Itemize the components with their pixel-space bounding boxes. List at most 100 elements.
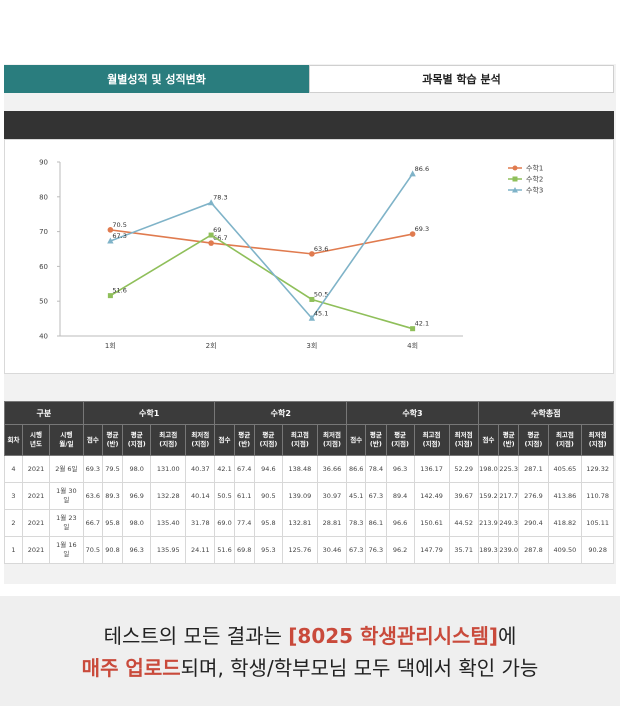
table-cell: 95.8 xyxy=(253,509,283,537)
table-cell: 96.6 xyxy=(385,509,415,537)
tab-monthly-scores[interactable]: 월별성적 및 성적변화 xyxy=(4,65,309,93)
table-cell: 67.3 xyxy=(365,482,387,510)
table-cell: 42.1 xyxy=(214,455,235,483)
legend-label: 수학2 xyxy=(526,175,543,184)
legend-label: 수학1 xyxy=(526,164,543,173)
caption-line1-start: 테스트의 모든 결과는 xyxy=(103,624,289,648)
column-header: 점수 xyxy=(346,424,367,456)
table-cell: 2 xyxy=(4,509,23,537)
data-label: 69.3 xyxy=(415,225,429,233)
table-cell: 96.9 xyxy=(122,482,152,510)
data-label: 63.6 xyxy=(314,245,328,253)
chart-svg: 90 80 70 60 50 40 1회 2회 3회 4회 70.5 66.7 63.6 69.3 수학1 5… xyxy=(39,159,543,351)
table-cell: 69.3 xyxy=(82,455,103,483)
table-cell: 136.17 xyxy=(413,455,450,483)
table-cell: 39.67 xyxy=(448,482,479,510)
column-header: 최저점 (지점) xyxy=(316,424,348,456)
table-cell: 159.2 xyxy=(477,482,500,510)
table-cell: 135.40 xyxy=(150,509,187,537)
tab-subject-analysis[interactable]: 과목별 학습 분석 xyxy=(309,65,614,93)
table-cell: 98.0 xyxy=(122,509,152,537)
tab-bar: 월별성적 및 성적변화 과목별 학습 분석 xyxy=(4,65,614,93)
column-header: 평균 (지점) xyxy=(253,424,283,456)
column-header: 최저점 (지점) xyxy=(185,424,216,456)
table-cell: 110.78 xyxy=(581,482,614,510)
table-cell: 30.46 xyxy=(316,536,348,564)
table-cell: 89.4 xyxy=(385,482,415,510)
x-tick-label: 1회 xyxy=(105,342,116,350)
table-row: 1 2021 1월 16 일 70.5 90.8 96.3 135.95 24.11 51.6 69… xyxy=(4,536,614,564)
table-cell: 4 xyxy=(4,455,23,483)
y-tick-label: 80 xyxy=(39,193,48,201)
table-cell: 63.6 xyxy=(82,482,103,510)
data-point xyxy=(208,232,214,238)
table-cell: 409.50 xyxy=(547,536,583,564)
legend-marker xyxy=(512,176,518,182)
column-header: 평균 (지점) xyxy=(385,424,415,456)
table-cell: 52.29 xyxy=(448,455,479,483)
table-cell: 105.11 xyxy=(581,509,614,537)
data-label: 70.5 xyxy=(112,221,126,229)
table-cell: 135.95 xyxy=(150,536,187,564)
table-cell: 50.5 xyxy=(214,482,235,510)
column-header: 회차 xyxy=(4,424,23,456)
score-table: 구분 수학1 수학2 수학3 수학총점 회차 시행 년도 시행 월/일 점수 평균 (반) 평균 (지점… xyxy=(4,401,615,564)
table-cell: 129.32 xyxy=(581,455,614,483)
table-cell: 189.3 xyxy=(477,536,500,564)
x-tick-label: 2회 xyxy=(206,342,217,350)
group-header-category: 구분 xyxy=(4,401,84,425)
table-cell: 95.8 xyxy=(101,509,124,537)
column-header: 시행 년도 xyxy=(22,424,50,456)
data-point xyxy=(308,314,316,321)
series-line-3 xyxy=(110,173,414,320)
data-label: 78.3 xyxy=(213,194,227,202)
table-cell: 290.4 xyxy=(518,509,549,537)
column-header: 최고점 (지점) xyxy=(150,424,187,456)
group-header: 수학2 xyxy=(214,401,348,425)
score-line-chart: 90 80 70 60 50 40 1회 2회 3회 4회 70.5 66.7 63.6 69.3 수학1 5… xyxy=(4,139,614,374)
table-cell: 405.65 xyxy=(547,455,583,483)
data-label: 51.6 xyxy=(112,287,126,295)
table-cell: 287.8 xyxy=(518,536,549,564)
column-header: 최저점 (지점) xyxy=(448,424,479,456)
table-cell: 1 xyxy=(4,536,23,564)
table-cell: 1월 16 일 xyxy=(49,536,84,564)
series-line-2 xyxy=(109,234,413,330)
data-point xyxy=(309,296,315,302)
table-cell: 95.3 xyxy=(253,536,283,564)
table-cell: 2021 xyxy=(22,455,50,483)
table-cell: 225.3 xyxy=(498,455,520,483)
column-header: 최저점 (지점) xyxy=(581,424,614,456)
table-cell: 24.11 xyxy=(185,536,216,564)
caption-weekly-upload: 매주 업로드 xyxy=(81,656,181,680)
table-cell: 66.7 xyxy=(82,509,103,537)
y-tick-label: 70 xyxy=(39,228,48,236)
table-cell: 139.09 xyxy=(281,482,318,510)
table-row: 4 2021 2월 6일 69.3 79.5 98.0 131.00 40.37 42.1 67.… xyxy=(4,455,614,483)
table-cell: 276.9 xyxy=(518,482,549,510)
table-cell: 45.1 xyxy=(346,482,367,510)
table-cell: 147.79 xyxy=(413,536,450,564)
table-cell: 28.81 xyxy=(316,509,348,537)
table-cell: 90.5 xyxy=(253,482,283,510)
y-tick-label: 40 xyxy=(39,333,48,341)
y-tick-label: 60 xyxy=(39,263,48,271)
caption-text: 테스트의 모든 결과는 [8025 학생관리시스템]에 매주 업로드되며, 학생… xyxy=(0,620,620,684)
column-header: 최고점 (지점) xyxy=(413,424,450,456)
table-cell: 1월 23 일 xyxy=(49,509,84,537)
column-header: 점수 xyxy=(82,424,103,456)
table-cell: 86.6 xyxy=(346,455,367,483)
table-cell: 36.66 xyxy=(316,455,348,483)
data-point xyxy=(410,326,416,332)
data-point xyxy=(309,251,315,257)
column-header: 최고점 (지점) xyxy=(281,424,318,456)
column-header: 평균 (반) xyxy=(498,424,520,456)
data-label: 45.1 xyxy=(314,309,328,317)
table-cell: 2021 xyxy=(22,536,50,564)
column-header: 평균 (지점) xyxy=(122,424,152,456)
table-cell: 79.5 xyxy=(101,455,124,483)
table-cell: 217.7 xyxy=(498,482,520,510)
table-cell: 1월 30 일 xyxy=(49,482,84,510)
legend-label: 수학3 xyxy=(526,186,543,195)
legend-marker xyxy=(512,187,518,193)
